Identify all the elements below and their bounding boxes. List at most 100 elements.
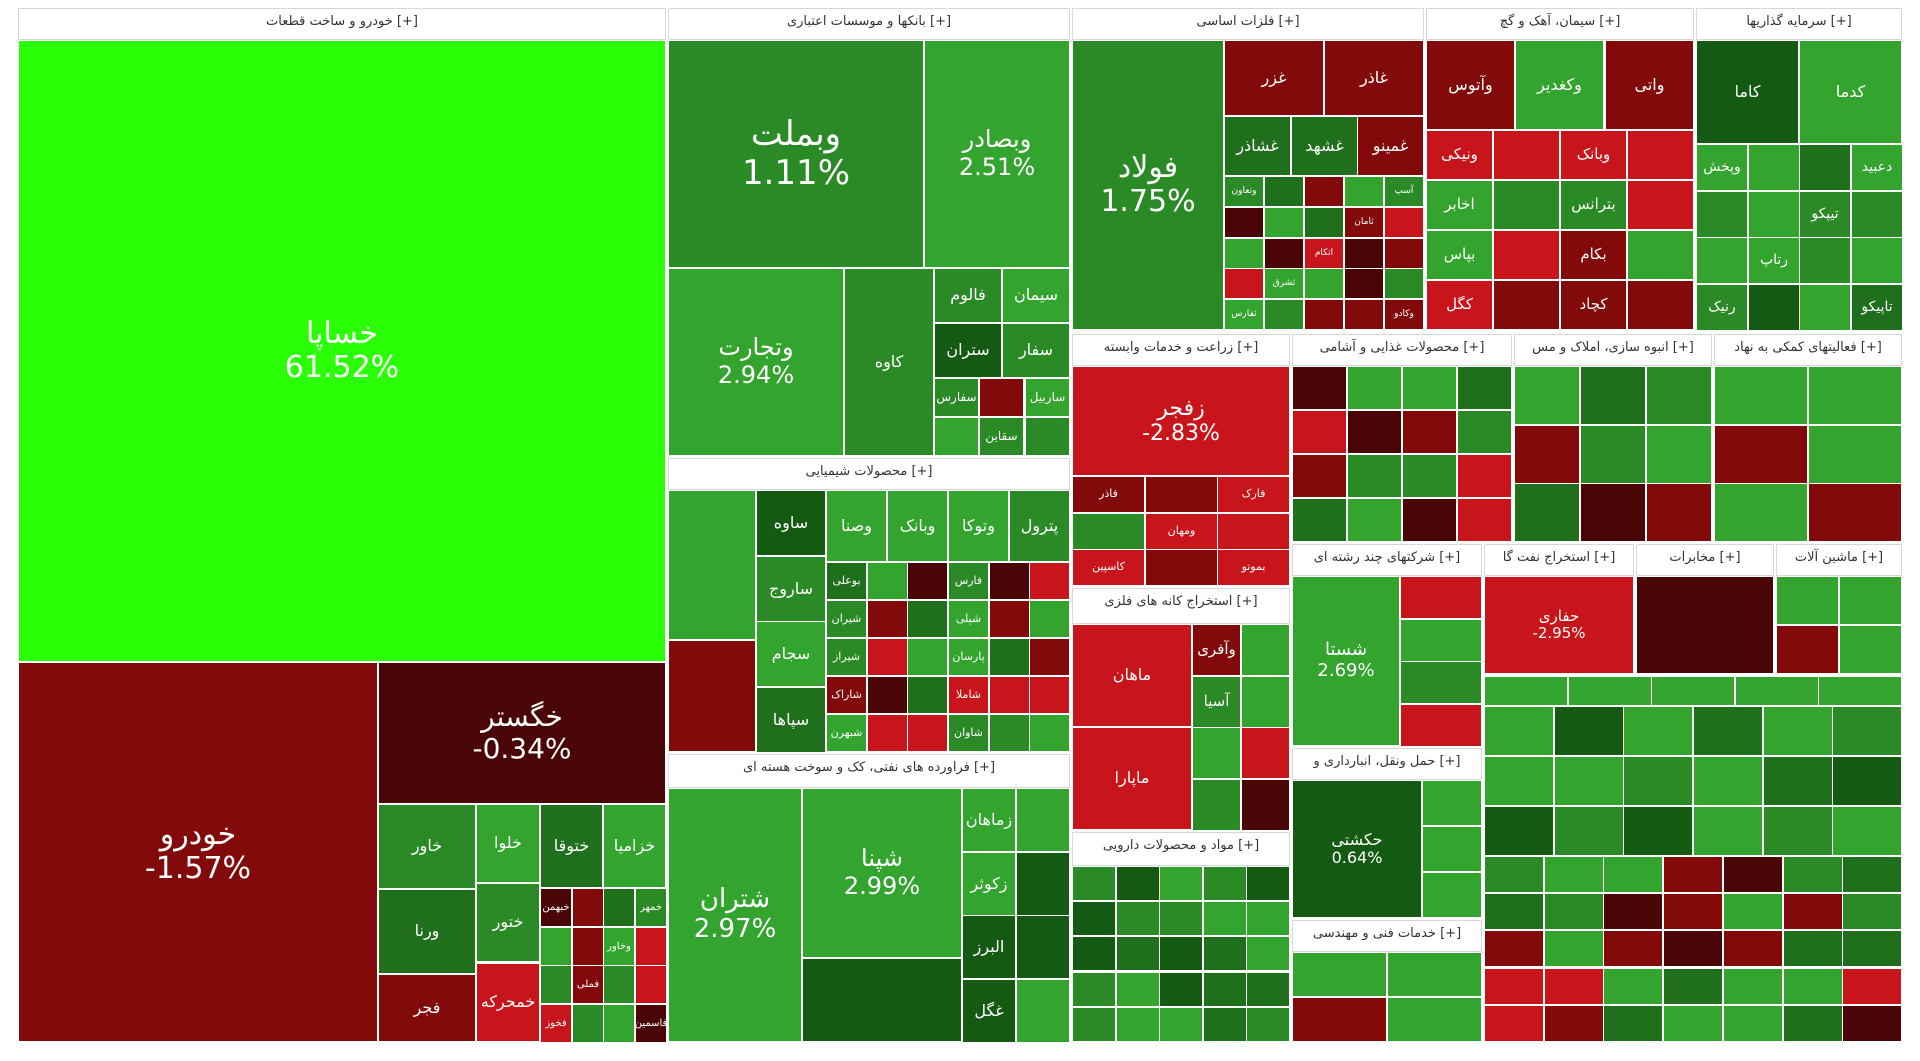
small-tile[interactable]	[1264, 207, 1304, 238]
small-tile[interactable]: خزامیا	[603, 804, 666, 888]
small-tile[interactable]	[1544, 1005, 1604, 1042]
small-tile[interactable]: بموتو	[1217, 549, 1290, 586]
small-tile[interactable]	[907, 638, 948, 676]
small-tile[interactable]	[1203, 866, 1247, 901]
small-tile[interactable]	[1484, 856, 1544, 893]
small-tile[interactable]	[1347, 366, 1402, 410]
small-tile[interactable]: خمهر	[635, 888, 667, 927]
small-tile[interactable]: غشهد	[1291, 116, 1358, 176]
small-tile[interactable]	[907, 676, 948, 714]
small-tile[interactable]	[1400, 619, 1482, 662]
small-tile[interactable]	[1264, 238, 1304, 269]
small-tile[interactable]	[1636, 576, 1774, 674]
small-tile[interactable]	[1580, 425, 1646, 484]
sector-header-aux[interactable]: فعالیتهای کمکی به نهاد [+]	[1714, 334, 1902, 366]
small-tile[interactable]	[1696, 191, 1748, 238]
sector-header-multi[interactable]: شرکتهای چند رشته ای [+]	[1292, 544, 1482, 576]
small-tile[interactable]	[603, 1004, 635, 1043]
small-tile[interactable]	[1457, 410, 1512, 454]
small-tile[interactable]: بپاس	[1426, 230, 1493, 280]
small-tile[interactable]: شبهرن	[826, 714, 867, 752]
small-tile[interactable]: خاور	[378, 804, 476, 889]
small-tile[interactable]	[1192, 779, 1241, 831]
small-tile[interactable]	[1514, 483, 1580, 542]
small-tile[interactable]	[1347, 498, 1402, 542]
small-tile[interactable]	[867, 676, 908, 714]
sector-header-eng[interactable]: خدمات فنی و مهندسی [+]	[1292, 920, 1482, 952]
tile-9[interactable]: حفاری -2.95%	[1484, 576, 1634, 674]
small-tile[interactable]	[1783, 856, 1843, 893]
small-tile[interactable]: ساروج	[756, 556, 826, 622]
small-tile[interactable]	[635, 927, 667, 966]
small-tile[interactable]	[1839, 576, 1902, 625]
tile-4[interactable]: وبصادر 2.51%	[924, 40, 1070, 268]
small-tile[interactable]: شاملا	[948, 676, 989, 714]
small-tile[interactable]: واتی	[1605, 40, 1694, 130]
sector-header-banks[interactable]: بانکها و موسسات اعتباری [+]	[668, 8, 1070, 40]
small-tile[interactable]	[989, 562, 1030, 600]
small-tile[interactable]	[1344, 238, 1384, 269]
small-tile[interactable]	[1246, 936, 1290, 971]
small-tile[interactable]: وکغدیر	[1515, 40, 1604, 130]
small-tile[interactable]	[1246, 866, 1290, 901]
tile-6[interactable]: فولاد 1.75%	[1072, 40, 1224, 330]
small-tile[interactable]	[1514, 366, 1580, 425]
small-tile[interactable]: پترول	[1009, 490, 1070, 562]
small-tile[interactable]	[907, 714, 948, 752]
small-tile[interactable]	[1192, 727, 1241, 779]
small-tile[interactable]	[867, 714, 908, 752]
small-tile[interactable]: کاوه	[844, 268, 934, 456]
small-tile[interactable]	[1763, 756, 1833, 806]
small-tile[interactable]: کگل	[1426, 280, 1493, 330]
small-tile[interactable]	[1623, 806, 1693, 856]
small-tile[interactable]	[1159, 901, 1203, 936]
small-tile[interactable]: پارسان	[948, 638, 989, 676]
tile-2[interactable]: خگستر -0.34%	[378, 662, 666, 804]
small-tile[interactable]	[1241, 779, 1290, 831]
small-tile[interactable]: ونیکی	[1426, 130, 1493, 180]
small-tile[interactable]	[1241, 676, 1290, 728]
small-tile[interactable]	[1387, 997, 1482, 1042]
small-tile[interactable]	[1544, 856, 1604, 893]
small-tile[interactable]	[1402, 366, 1457, 410]
small-tile[interactable]	[540, 965, 572, 1004]
small-tile[interactable]	[1402, 454, 1457, 498]
small-tile[interactable]	[1808, 483, 1902, 542]
small-tile[interactable]	[1016, 979, 1070, 1043]
small-tile[interactable]	[1663, 930, 1723, 967]
small-tile[interactable]	[1347, 454, 1402, 498]
small-tile[interactable]	[1783, 968, 1843, 1005]
small-tile[interactable]	[1514, 425, 1580, 484]
small-tile[interactable]	[1384, 268, 1424, 299]
small-tile[interactable]: وبانک	[887, 490, 948, 562]
sector-header-oil[interactable]: فراورده های نفتی، کک و سوخت هسته ای [+]	[668, 754, 1070, 788]
small-tile[interactable]	[1723, 893, 1783, 930]
small-tile[interactable]	[1457, 366, 1512, 410]
small-tile[interactable]: ختوقا	[540, 804, 603, 888]
tile-5[interactable]: وتجارت 2.94%	[668, 268, 844, 456]
small-tile[interactable]	[1646, 425, 1712, 484]
small-tile[interactable]: وصنا	[826, 490, 887, 562]
small-tile[interactable]	[1763, 706, 1833, 756]
small-tile[interactable]	[1799, 144, 1851, 191]
small-tile[interactable]	[1400, 576, 1482, 619]
small-tile[interactable]: وتوکا	[948, 490, 1009, 562]
tile-0[interactable]: خساپا 61.52%	[18, 40, 666, 662]
small-tile[interactable]	[1603, 893, 1663, 930]
small-tile[interactable]	[540, 927, 572, 966]
small-tile[interactable]	[1627, 180, 1694, 230]
small-tile[interactable]	[1304, 176, 1344, 207]
small-tile[interactable]	[867, 562, 908, 600]
small-tile[interactable]	[1693, 706, 1763, 756]
small-tile[interactable]	[668, 490, 756, 640]
small-tile[interactable]	[603, 965, 635, 1004]
sector-header-metals[interactable]: فلزات اساسی [+]	[1072, 8, 1424, 40]
small-tile[interactable]	[1554, 806, 1624, 856]
small-tile[interactable]	[1832, 706, 1902, 756]
small-tile[interactable]	[1072, 901, 1116, 936]
small-tile[interactable]	[1723, 930, 1783, 967]
small-tile[interactable]	[1484, 968, 1544, 1005]
sector-header-invest[interactable]: سرمایه گذاریها [+]	[1696, 8, 1902, 40]
small-tile[interactable]	[1016, 852, 1070, 916]
small-tile[interactable]	[989, 600, 1030, 638]
